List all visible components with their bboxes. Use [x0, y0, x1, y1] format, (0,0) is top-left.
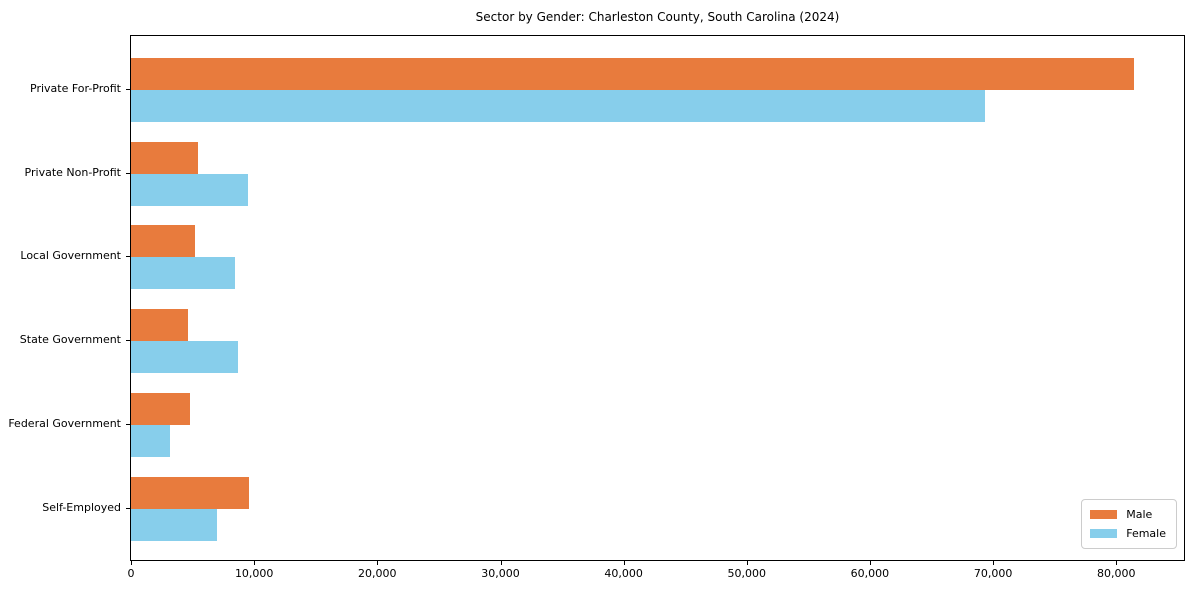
x-tick-label-20000: 20,000: [358, 567, 397, 580]
x-tick-label-40000: 40,000: [604, 567, 643, 580]
x-tick-mark: [254, 561, 256, 565]
bar-male-private-non-profit: [131, 141, 198, 174]
bar-female-self-employed: [131, 508, 218, 541]
chart-title: Sector by Gender: Charleston County, Sou…: [475, 10, 840, 24]
legend-label-female: Female: [1126, 527, 1166, 540]
bar-male-state-government: [131, 309, 188, 342]
y-tick-label-local-government: Local Government: [20, 249, 121, 263]
x-tick-mark: [500, 561, 502, 565]
y-tick-label-federal-government: Federal Government: [8, 416, 121, 430]
y-tick-mark: [126, 256, 130, 258]
x-tick-label-50000: 50,000: [727, 567, 767, 580]
x-tick-mark: [131, 561, 132, 565]
x-tick-mark: [746, 561, 748, 565]
x-tick-label-60000: 60,000: [850, 567, 890, 580]
bar-female-local-government: [131, 257, 235, 290]
x-tick-label-10000: 10,000: [234, 567, 274, 580]
legend-swatch-male: [1090, 510, 1118, 519]
legend-swatch-female: [1090, 529, 1118, 538]
x-tick-mark: [623, 561, 625, 565]
bar-male-federal-government: [131, 392, 191, 425]
x-tick-mark: [869, 561, 871, 565]
bar-female-private-for-profit: [131, 90, 985, 122]
x-tick-label-80000: 80,000: [1097, 567, 1136, 580]
y-tick-label-state-government: State Government: [19, 333, 121, 347]
bar-male-private-for-profit: [131, 58, 1134, 90]
y-tick-mark: [126, 340, 130, 342]
bar-female-private-non-profit: [131, 173, 248, 206]
y-tick-mark: [126, 423, 130, 425]
x-tick-mark: [377, 561, 379, 565]
bar-female-state-government: [131, 341, 239, 374]
y-tick-label-private-for-profit: Private For-Profit: [30, 82, 121, 95]
y-tick-label-private-non-profit: Private Non-Profit: [24, 165, 121, 179]
y-tick-label-self-employed: Self-Employed: [42, 500, 121, 514]
legend-entry-female: Female: [1090, 524, 1166, 543]
legend-label-male: Male: [1126, 508, 1153, 521]
y-tick-mark: [126, 172, 130, 174]
legend-entry-male: Male: [1090, 505, 1166, 524]
y-tick-mark: [126, 89, 130, 90]
legend: Male Female: [1081, 499, 1177, 549]
bar-male-local-government: [131, 225, 195, 258]
y-tick-mark: [126, 507, 130, 509]
bar-female-federal-government: [131, 424, 171, 457]
x-tick-mark: [1116, 561, 1118, 565]
x-tick-label-70000: 70,000: [973, 567, 1013, 580]
x-tick-mark: [993, 561, 995, 565]
plot-area: Male Female: [130, 35, 1185, 561]
bar-male-self-employed: [131, 476, 250, 509]
x-tick-label-30000: 30,000: [481, 567, 520, 580]
x-tick-label-0: 0: [127, 567, 135, 580]
